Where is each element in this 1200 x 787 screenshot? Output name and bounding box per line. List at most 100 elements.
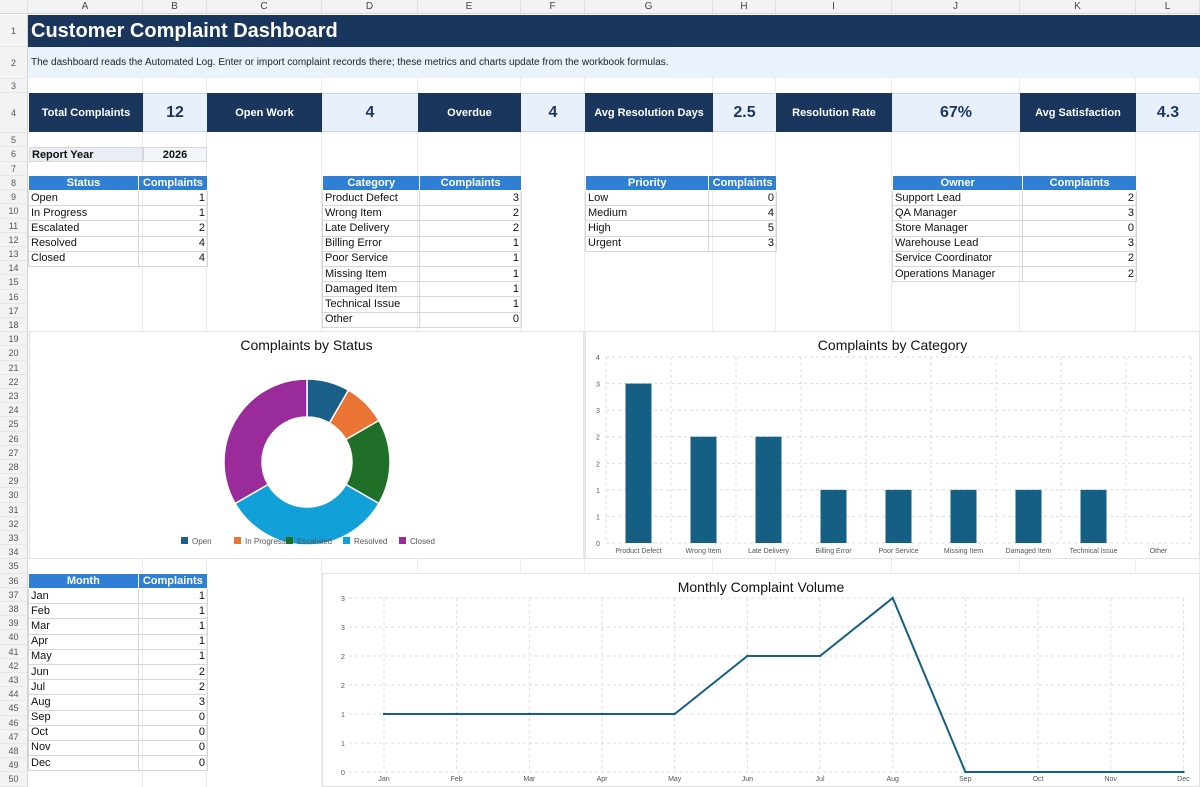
count-cell[interactable]: 1	[419, 265, 522, 283]
row-header-12[interactable]: 12	[0, 232, 28, 247]
column-header[interactable]: Status	[28, 175, 139, 191]
kpi-avg-satisfaction-value[interactable]: 4.3	[1136, 93, 1200, 132]
row-header-38[interactable]: 38	[0, 602, 28, 617]
column-header[interactable]: Complaints	[137, 175, 209, 191]
donut-slice-resolved[interactable]	[234, 483, 380, 546]
column-header-C[interactable]: C	[207, 0, 322, 14]
column-header-L[interactable]: L	[1136, 0, 1200, 14]
row-header-7[interactable]: 7	[0, 162, 28, 176]
count-cell[interactable]: 3	[1022, 235, 1137, 252]
count-cell[interactable]: 3	[137, 694, 209, 711]
row-header-17[interactable]: 17	[0, 303, 28, 318]
row-label-cell[interactable]: Missing Item	[321, 265, 421, 283]
row-header-37[interactable]: 37	[0, 587, 28, 602]
count-cell[interactable]: 5	[708, 220, 777, 237]
row-header-9[interactable]: 9	[0, 190, 28, 205]
monthly-chart[interactable]: Monthly Complaint Volume 0 1 1 2 2 3 3 Jan Feb Ma…	[322, 573, 1200, 787]
count-cell[interactable]: 1	[137, 648, 209, 665]
row-header-13[interactable]: 13	[0, 247, 28, 262]
status-chart[interactable]: Complaints by Status Open In Progress Esca…	[29, 331, 584, 559]
row-label-cell[interactable]: Poor Service	[321, 250, 421, 267]
row-header-25[interactable]: 25	[0, 417, 28, 432]
count-cell[interactable]: 4	[137, 235, 209, 252]
row-label-cell[interactable]: Open	[28, 189, 139, 207]
count-cell[interactable]: 1	[419, 296, 522, 313]
row-label-cell[interactable]: Jul	[28, 679, 139, 696]
row-header-47[interactable]: 47	[0, 729, 28, 744]
count-cell[interactable]: 2	[419, 205, 522, 222]
row-label-cell[interactable]: May	[28, 648, 139, 665]
bar-damaged-item[interactable]	[1015, 489, 1042, 543]
column-header-A[interactable]: A	[28, 0, 143, 14]
row-header-11[interactable]: 11	[0, 218, 28, 233]
column-header-B[interactable]: B	[143, 0, 207, 14]
kpi-overdue-value[interactable]: 4	[521, 93, 585, 132]
kpi-resolution-rate-value[interactable]: 67%	[892, 93, 1020, 132]
row-header-39[interactable]: 39	[0, 616, 28, 631]
line-point-sep[interactable]	[964, 770, 967, 774]
row-header-34[interactable]: 34	[0, 545, 28, 560]
count-cell[interactable]: 4	[137, 250, 209, 267]
count-cell[interactable]: 2	[137, 220, 209, 237]
row-label-cell[interactable]: Technical Issue	[321, 296, 421, 313]
donut-slice-closed[interactable]	[223, 378, 308, 505]
row-label-cell[interactable]: Other	[321, 311, 421, 328]
column-header-H[interactable]: H	[713, 0, 776, 14]
row-header-18[interactable]: 18	[0, 318, 28, 333]
row-header-33[interactable]: 33	[0, 531, 28, 546]
row-header-40[interactable]: 40	[0, 630, 28, 645]
row-header-43[interactable]: 43	[0, 673, 28, 688]
count-cell[interactable]: 0	[708, 189, 777, 207]
row-label-cell[interactable]: Wrong Item	[321, 205, 421, 222]
count-cell[interactable]: 2	[137, 663, 209, 681]
row-label-cell[interactable]: Aug	[28, 694, 139, 711]
column-header-K[interactable]: K	[1020, 0, 1136, 14]
row-header-14[interactable]: 14	[0, 261, 28, 276]
line-point-jun[interactable]	[746, 654, 749, 658]
bar-product-defect[interactable]	[625, 383, 652, 543]
column-header[interactable]: Owner	[891, 175, 1024, 191]
row-label-cell[interactable]: Resolved	[28, 235, 139, 252]
row-header-16[interactable]: 16	[0, 289, 28, 304]
line-point-may[interactable]	[673, 712, 676, 716]
row-header-30[interactable]: 30	[0, 488, 28, 503]
count-cell[interactable]: 2	[1022, 265, 1137, 283]
row-label-cell[interactable]: Jun	[28, 663, 139, 681]
bar-poor-service[interactable]	[885, 489, 912, 543]
row-header-15[interactable]: 15	[0, 275, 28, 290]
count-cell[interactable]: 2	[1022, 189, 1137, 207]
row-label-cell[interactable]: Feb	[28, 603, 139, 620]
kpi-total-complaints-value[interactable]: 12	[143, 93, 207, 132]
row-header-22[interactable]: 22	[0, 374, 28, 389]
row-label-cell[interactable]: Oct	[28, 724, 139, 741]
count-cell[interactable]: 1	[137, 587, 209, 605]
kpi-avg-resolution-days-value[interactable]: 2.5	[713, 93, 776, 132]
line-point-nov[interactable]	[1109, 770, 1112, 774]
row-header-6[interactable]: 6	[0, 147, 28, 162]
row-label-cell[interactable]: Medium	[584, 205, 710, 222]
row-label-cell[interactable]: Nov	[28, 739, 139, 757]
row-header-26[interactable]: 26	[0, 431, 28, 446]
row-label-cell[interactable]: Damaged Item	[321, 281, 421, 298]
row-header-5[interactable]: 5	[0, 133, 28, 147]
row-header-41[interactable]: 41	[0, 644, 28, 659]
row-label-cell[interactable]: Jan	[28, 587, 139, 605]
row-label-cell[interactable]: Urgent	[584, 235, 710, 252]
count-cell[interactable]: 1	[137, 633, 209, 650]
column-header-J[interactable]: J	[892, 0, 1020, 14]
row-header-44[interactable]: 44	[0, 687, 28, 702]
column-header[interactable]: Complaints	[1022, 175, 1137, 191]
row-label-cell[interactable]: Operations Manager	[891, 265, 1024, 283]
row-header-46[interactable]: 46	[0, 715, 28, 730]
line-point-dec[interactable]	[1182, 770, 1185, 774]
count-cell[interactable]: 0	[1022, 220, 1137, 237]
count-cell[interactable]: 2	[1022, 250, 1137, 267]
count-cell[interactable]: 2	[137, 679, 209, 696]
column-header-I[interactable]: I	[776, 0, 892, 14]
row-header-4[interactable]: 4	[0, 93, 28, 133]
row-label-cell[interactable]: Late Delivery	[321, 220, 421, 237]
count-cell[interactable]: 4	[708, 205, 777, 222]
column-header[interactable]: Complaints	[708, 175, 777, 191]
count-cell[interactable]: 1	[137, 603, 209, 620]
column-header[interactable]: Complaints	[137, 573, 209, 589]
